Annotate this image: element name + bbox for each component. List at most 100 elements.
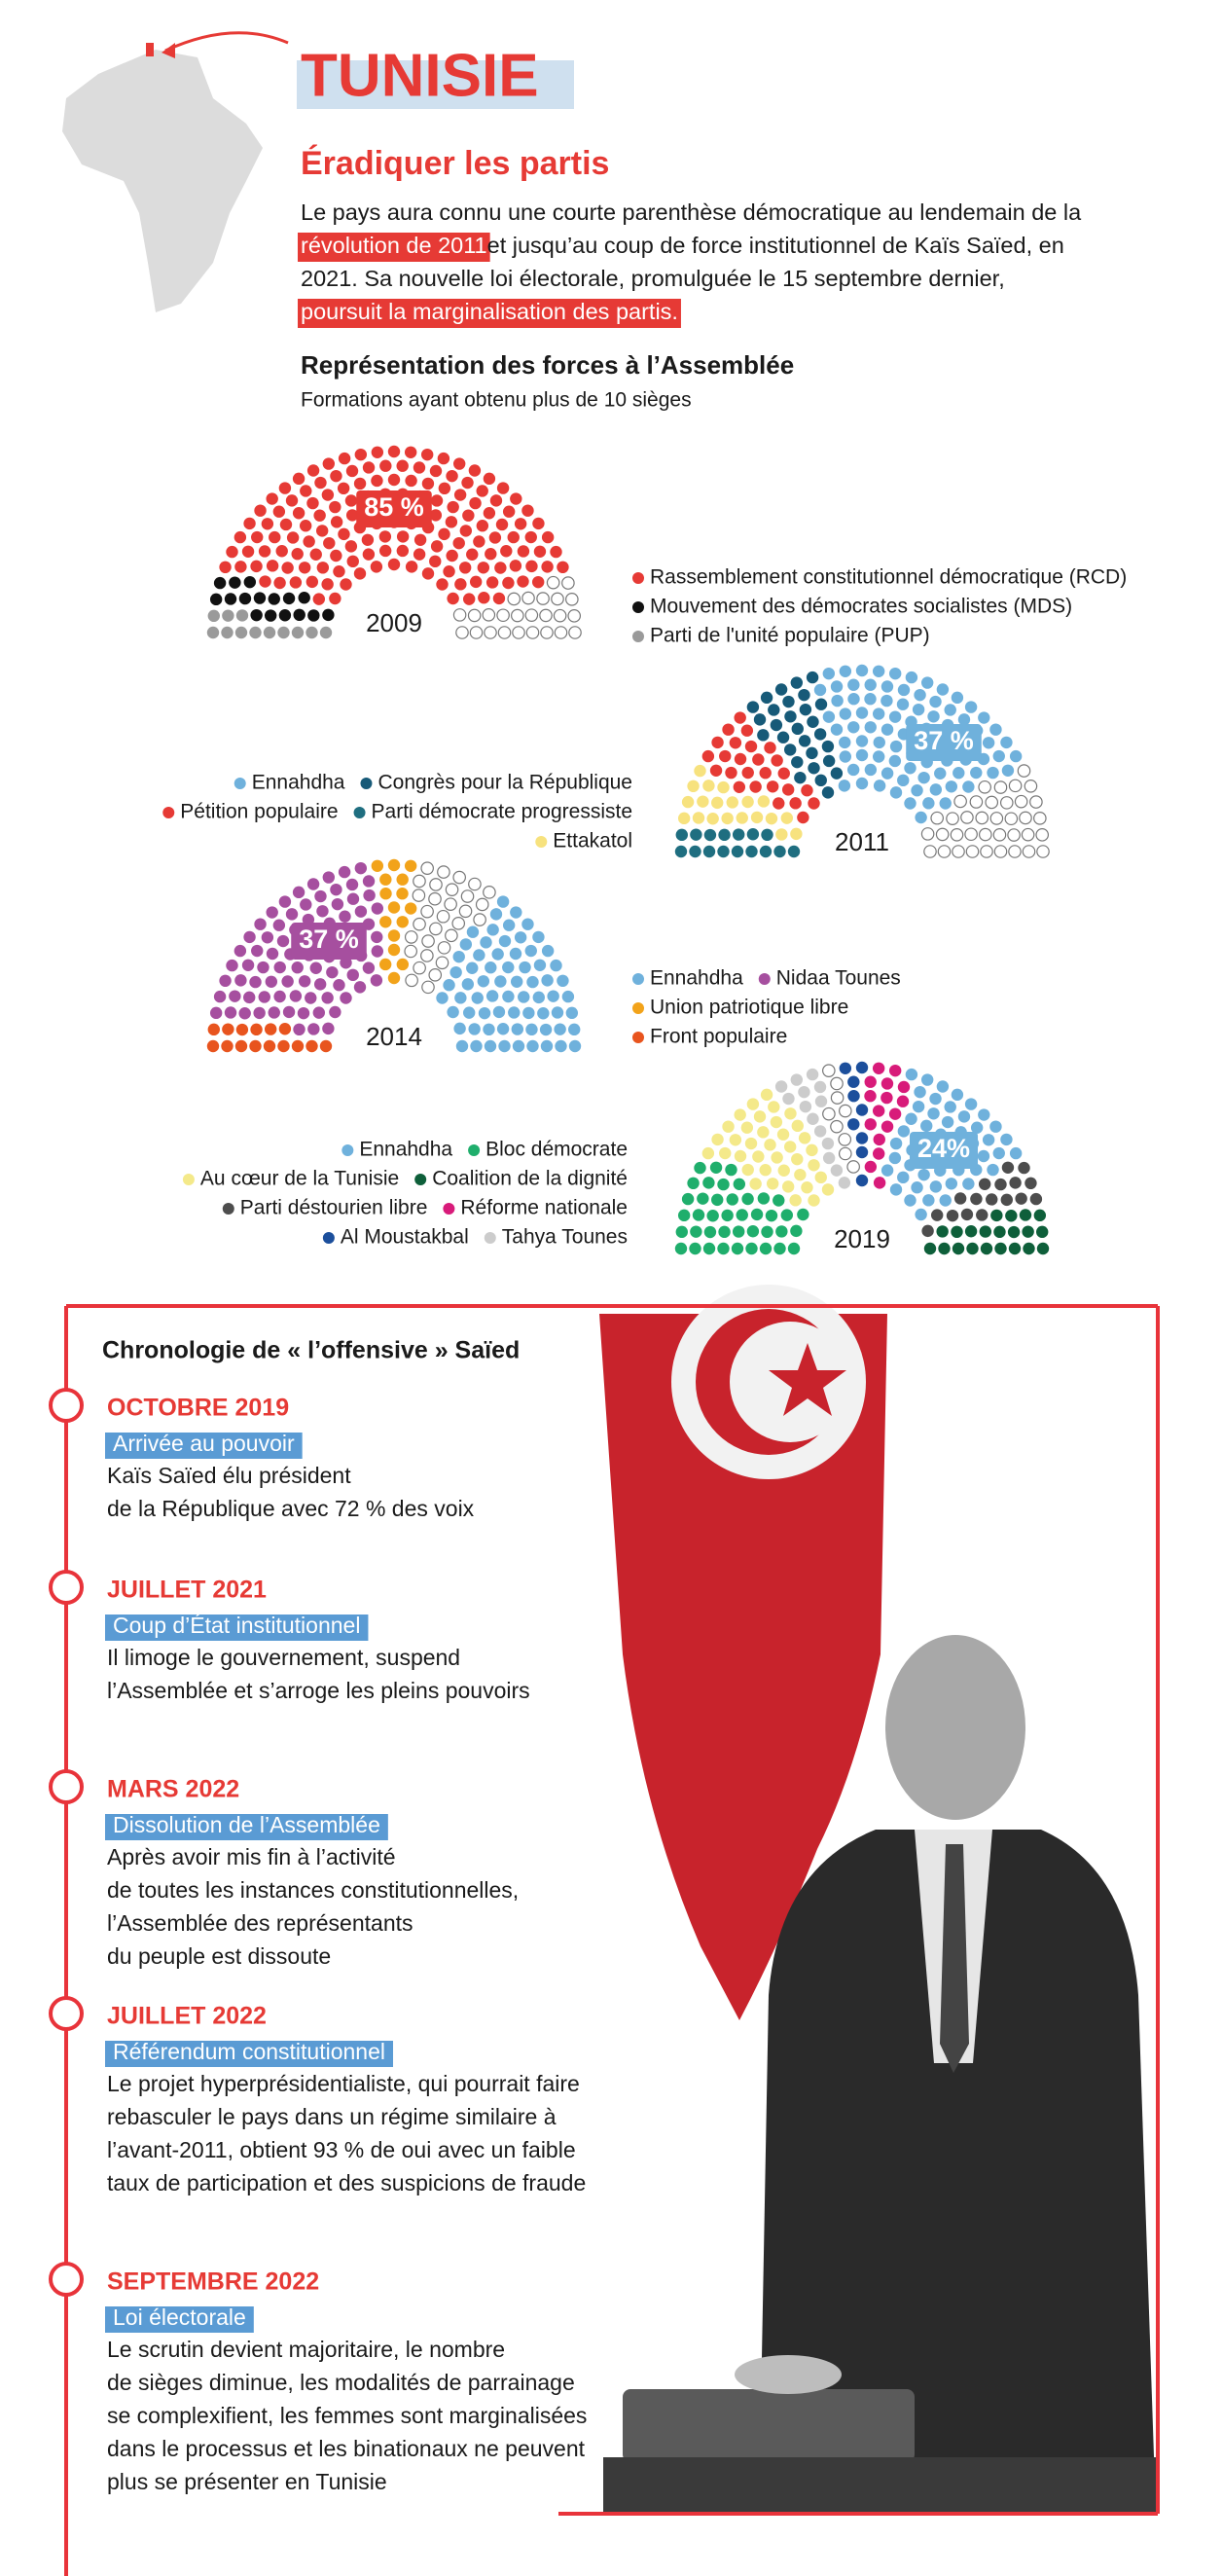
legend-item: Tahya Tounes [484,1226,628,1249]
seat [346,555,359,568]
seat [775,828,788,841]
seat [789,1194,802,1207]
seat [361,533,375,546]
seat [914,1085,926,1099]
event-text: l’Assemblée et s’arroge les pleins pouvo… [107,1678,530,1703]
seat [314,889,327,903]
event-label: Loi électorale [113,2304,246,2330]
seat [313,978,327,991]
seat [379,916,392,928]
seat [491,948,504,961]
seat [476,520,489,532]
party-seats [452,575,582,639]
party-seats [774,1068,851,1189]
seat [488,531,502,544]
seat [509,947,522,961]
seat [813,683,827,697]
seat [771,754,783,767]
seat [354,448,368,461]
seat [469,575,483,589]
seat [904,1194,916,1207]
seat [264,609,277,622]
legend-item: Ettakatol [535,830,632,853]
seat [855,707,869,719]
seat [541,530,555,544]
seat [243,517,256,530]
seat [782,695,795,708]
seat [460,889,475,903]
seat [765,812,778,825]
seat [540,1039,554,1053]
seat [1019,811,1032,825]
seat [300,898,312,911]
seat [370,974,383,987]
seat [952,845,965,858]
seat [510,492,522,505]
seat [526,1039,539,1053]
annotation: 37 % [914,726,974,755]
seat [729,737,742,749]
seat [808,1159,820,1172]
seat [780,1209,794,1221]
seat [731,845,744,858]
seat [731,1242,744,1255]
seat [911,1181,923,1194]
seat [266,560,279,572]
seat [936,1225,949,1238]
seat [920,1119,933,1133]
seat [839,1062,852,1074]
seat [206,626,220,639]
seat [405,561,418,573]
seat [553,608,567,623]
seat [470,1039,483,1053]
legend-swatch [632,1002,644,1014]
seat [980,1242,993,1255]
seat [807,1112,819,1125]
party-seats [404,861,496,995]
seat [396,530,410,543]
party-seats [746,671,844,799]
seat [277,1039,290,1053]
seat [953,1192,967,1205]
seat [790,1224,803,1238]
seat [993,845,1008,858]
seat [333,979,345,992]
seat [992,749,1005,763]
seat [687,780,700,793]
timeline-title: Chronologie de « l’offensive » Saïed [102,1337,520,1364]
charts: 2009 85 % Rassemblement constitutionnel dé… [162,445,1127,1255]
seat [930,1209,944,1221]
seat [711,736,724,749]
seat [978,1108,990,1121]
seat [436,578,449,591]
seat [507,592,521,606]
seat [985,795,999,810]
seat [522,1006,535,1020]
seat [839,665,852,677]
seat [905,1112,917,1125]
seat [897,774,910,787]
seat [855,1061,869,1074]
seat [746,1225,760,1238]
seat [855,735,869,747]
seat [1021,827,1035,842]
seat [551,592,564,606]
seat [726,796,738,809]
seat [421,477,435,490]
event-text: Kaïs Saïed élu président [107,1463,351,1488]
title-highlight [297,60,574,109]
seat [864,693,877,706]
seat [911,784,923,797]
legend-swatch [632,631,644,642]
seat [277,626,290,639]
seat [435,956,449,970]
legend-swatch [443,1203,455,1215]
seat [484,1039,497,1053]
seat [567,609,582,623]
seat [830,680,844,693]
seat [813,1080,827,1094]
seat [254,918,267,930]
seat [371,474,383,488]
timeline-dot [49,1769,84,1804]
seat [782,1092,795,1106]
